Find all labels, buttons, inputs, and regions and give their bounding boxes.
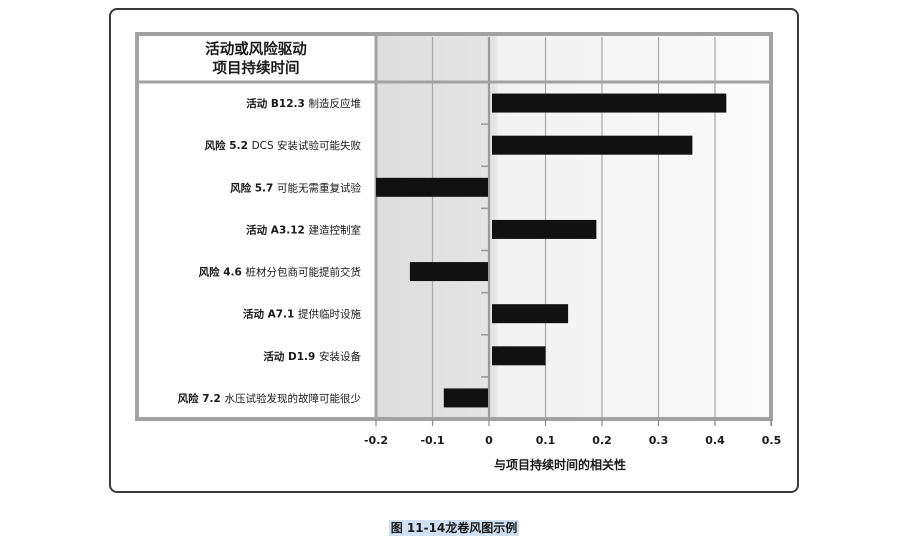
row-label-text: 安装设备	[319, 350, 361, 363]
x-tick-label: 0.2	[592, 434, 612, 447]
row-label-prefix: 风险 4.6	[199, 266, 246, 279]
bar	[409, 262, 488, 282]
row-label-prefix: 活动 B12.3	[246, 97, 308, 110]
x-tick-label: -0.1	[420, 434, 444, 447]
row-label: 活动 A7.1 提供临时设施	[243, 308, 362, 321]
row-label-prefix: 风险 5.7	[230, 181, 277, 194]
row-label-prefix: 风险 5.2	[205, 139, 252, 152]
row-label: 活动 D1.9 安装设备	[263, 350, 361, 363]
bar	[376, 177, 488, 197]
x-tick-label: 0.1	[536, 434, 556, 447]
plot-background	[137, 34, 771, 419]
row-label-prefix: 活动 A7.1	[243, 308, 298, 321]
x-axis: -0.2 -0.1 0 0.1 0.2 0.3 0.4 0.5	[137, 418, 782, 447]
row-label: 风险 5.7 可能无需重复试验	[230, 181, 361, 194]
row-label: 风险 4.6 桩材分包商可能提前交货	[199, 266, 361, 279]
row-label-text: DCS 安装试验可能失败	[252, 139, 362, 152]
bar	[492, 304, 569, 324]
label-area	[137, 34, 376, 419]
row-label-text: 制造反应堆	[309, 97, 362, 110]
chart-title-line-1: 活动或风险驱动	[205, 40, 307, 58]
row-label: 风险 5.2 DCS 安装试验可能失败	[205, 139, 362, 152]
bar	[492, 135, 693, 155]
row-label-text: 建造控制室	[309, 223, 362, 236]
figure-caption: 图 11-14龙卷风图示例	[388, 520, 520, 536]
chart-title-line-2: 项目持续时间	[213, 59, 300, 77]
row-label-text: 提供临时设施	[298, 308, 361, 321]
row-label: 活动 B12.3 制造反应堆	[246, 97, 361, 110]
row-label: 风险 7.2 水压试验发现的故障可能很少	[178, 392, 361, 405]
x-tick-label: 0.5	[762, 434, 782, 447]
chart-header: 活动或风险驱动 项目持续时间	[205, 40, 307, 77]
x-tick-label: 0.3	[649, 434, 669, 447]
row-label-prefix: 风险 7.2	[178, 392, 225, 405]
figure-caption-wrap: 图 11-14龙卷风图示例	[0, 517, 908, 536]
bars	[376, 93, 727, 408]
bar	[492, 346, 546, 366]
x-tick-label: 0.4	[705, 434, 725, 447]
x-tick-label: 0	[485, 434, 493, 447]
x-tick-label: -0.2	[364, 434, 388, 447]
row-label: 活动 A3.12 建造控制室	[246, 223, 361, 236]
row-label-text: 可能无需重复试验	[277, 181, 361, 194]
row-label-prefix: 活动 D1.9	[263, 350, 319, 363]
bar	[492, 93, 727, 113]
row-label-prefix: 活动 A3.12	[246, 223, 308, 236]
bar	[443, 388, 488, 408]
x-axis-label: 与项目持续时间的相关性	[494, 457, 626, 472]
bar	[492, 219, 597, 239]
row-label-text: 水压试验发现的故障可能很少	[225, 392, 362, 405]
row-label-text: 桩材分包商可能提前交货	[246, 266, 362, 279]
